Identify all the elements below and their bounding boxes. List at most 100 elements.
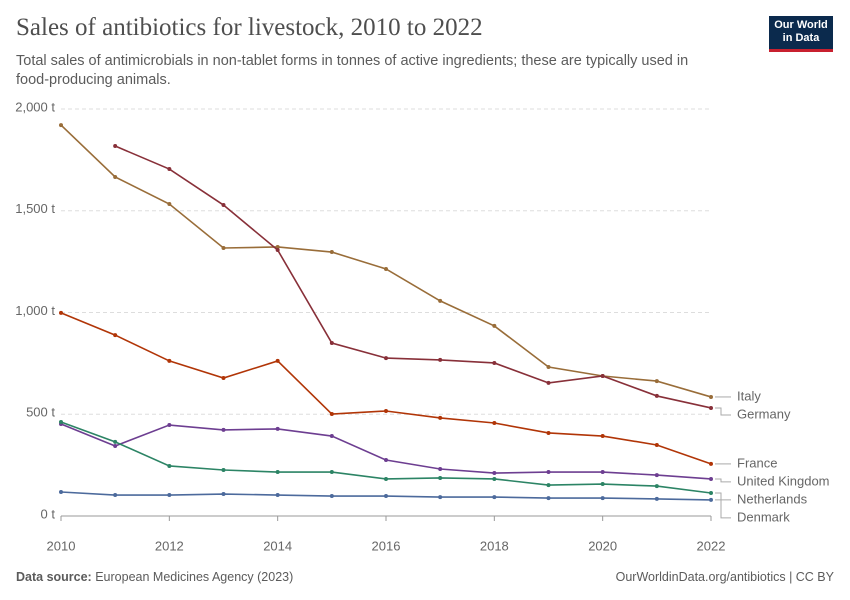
point: [59, 489, 63, 494]
point: [492, 323, 497, 328]
point: [167, 463, 172, 468]
point: [709, 491, 713, 496]
point: [384, 476, 388, 481]
x-tick-label: 2012: [155, 538, 184, 553]
point: [546, 470, 551, 475]
x-tick-label: 2010: [47, 538, 76, 553]
point: [221, 245, 226, 250]
point: [600, 470, 605, 475]
y-tick-label: 2,000 t: [15, 99, 55, 114]
series-line: [60, 423, 712, 480]
point: [329, 494, 334, 499]
point: [654, 496, 659, 501]
y-tick-label: 500 t: [26, 405, 55, 420]
series-label: France: [737, 455, 777, 470]
point: [221, 427, 226, 432]
point: [600, 373, 605, 378]
point: [275, 470, 280, 475]
point: [275, 244, 280, 249]
point: [221, 203, 226, 208]
point: [59, 123, 63, 128]
x-tick-label: 2014: [263, 538, 292, 553]
label-connector: [715, 499, 731, 519]
point: [546, 483, 551, 488]
point: [654, 393, 659, 398]
series-line: [114, 145, 712, 409]
chart-title: Sales of antibiotics for livestock, 2010…: [16, 14, 483, 41]
x-tick-label: 2016: [372, 538, 401, 553]
point: [113, 174, 118, 179]
point: [275, 358, 280, 363]
point: [600, 434, 605, 439]
source: Data source: European Medicines Agency (…: [16, 570, 293, 584]
point: [709, 476, 713, 481]
point: [492, 421, 497, 426]
series-line: [60, 421, 712, 494]
point: [329, 341, 334, 346]
series-label: Netherlands: [737, 491, 808, 506]
x-tick-label: 2020: [588, 538, 617, 553]
point: [275, 426, 280, 431]
point: [221, 468, 226, 473]
series-label: Germany: [737, 406, 791, 421]
credit[interactable]: OurWorldinData.org/antibiotics | CC BY: [615, 570, 834, 584]
point: [438, 298, 443, 303]
point: [329, 470, 334, 475]
series-label: United Kingdom: [737, 473, 830, 488]
series-label: Italy: [737, 388, 761, 403]
point: [600, 482, 605, 487]
point: [384, 408, 388, 413]
point: [113, 493, 118, 498]
point: [167, 423, 172, 428]
point: [384, 494, 388, 499]
point: [275, 493, 280, 498]
x-tick-label: 2022: [697, 538, 726, 553]
y-tick-label: 0 t: [41, 506, 56, 521]
y-tick-label: 1,500 t: [15, 201, 55, 216]
point: [546, 430, 551, 435]
point: [384, 266, 388, 271]
point: [654, 442, 659, 447]
x-tick-label: 2018: [480, 538, 509, 553]
label-connector: [715, 407, 731, 416]
series-label: Denmark: [737, 509, 790, 524]
point: [113, 144, 118, 149]
chart-subtitle: Total sales of antimicrobials in non-tab…: [16, 53, 689, 88]
point: [329, 412, 334, 417]
point: [329, 434, 334, 439]
point: [600, 496, 605, 501]
point: [59, 310, 63, 315]
series-line: [60, 312, 712, 465]
point: [492, 476, 497, 481]
point: [654, 473, 659, 478]
point: [492, 360, 497, 365]
point: [275, 248, 280, 253]
point: [113, 443, 118, 448]
point: [113, 333, 118, 338]
chart: 0 t 500 t 1,000 t 1,500 t 2,000 t 2010 2012 201…: [15, 99, 830, 553]
point: [59, 419, 63, 424]
point: [167, 202, 172, 207]
point: [492, 495, 497, 500]
point: [492, 471, 497, 476]
point: [221, 376, 226, 381]
point: [329, 250, 334, 255]
source-label: Data source:: [16, 570, 92, 584]
point: [438, 357, 443, 362]
point: [438, 495, 443, 500]
logo[interactable]: Our World in Data: [769, 16, 833, 52]
label-connector: [715, 492, 731, 501]
point: [709, 497, 713, 502]
point: [438, 466, 443, 471]
point: [438, 415, 443, 420]
point: [654, 484, 659, 489]
point: [221, 492, 226, 497]
point: [384, 356, 388, 361]
y-tick-label: 1,000 t: [15, 303, 55, 318]
point: [709, 461, 713, 466]
point: [384, 458, 388, 463]
point: [167, 493, 172, 498]
point: [167, 358, 172, 363]
point: [546, 496, 551, 501]
